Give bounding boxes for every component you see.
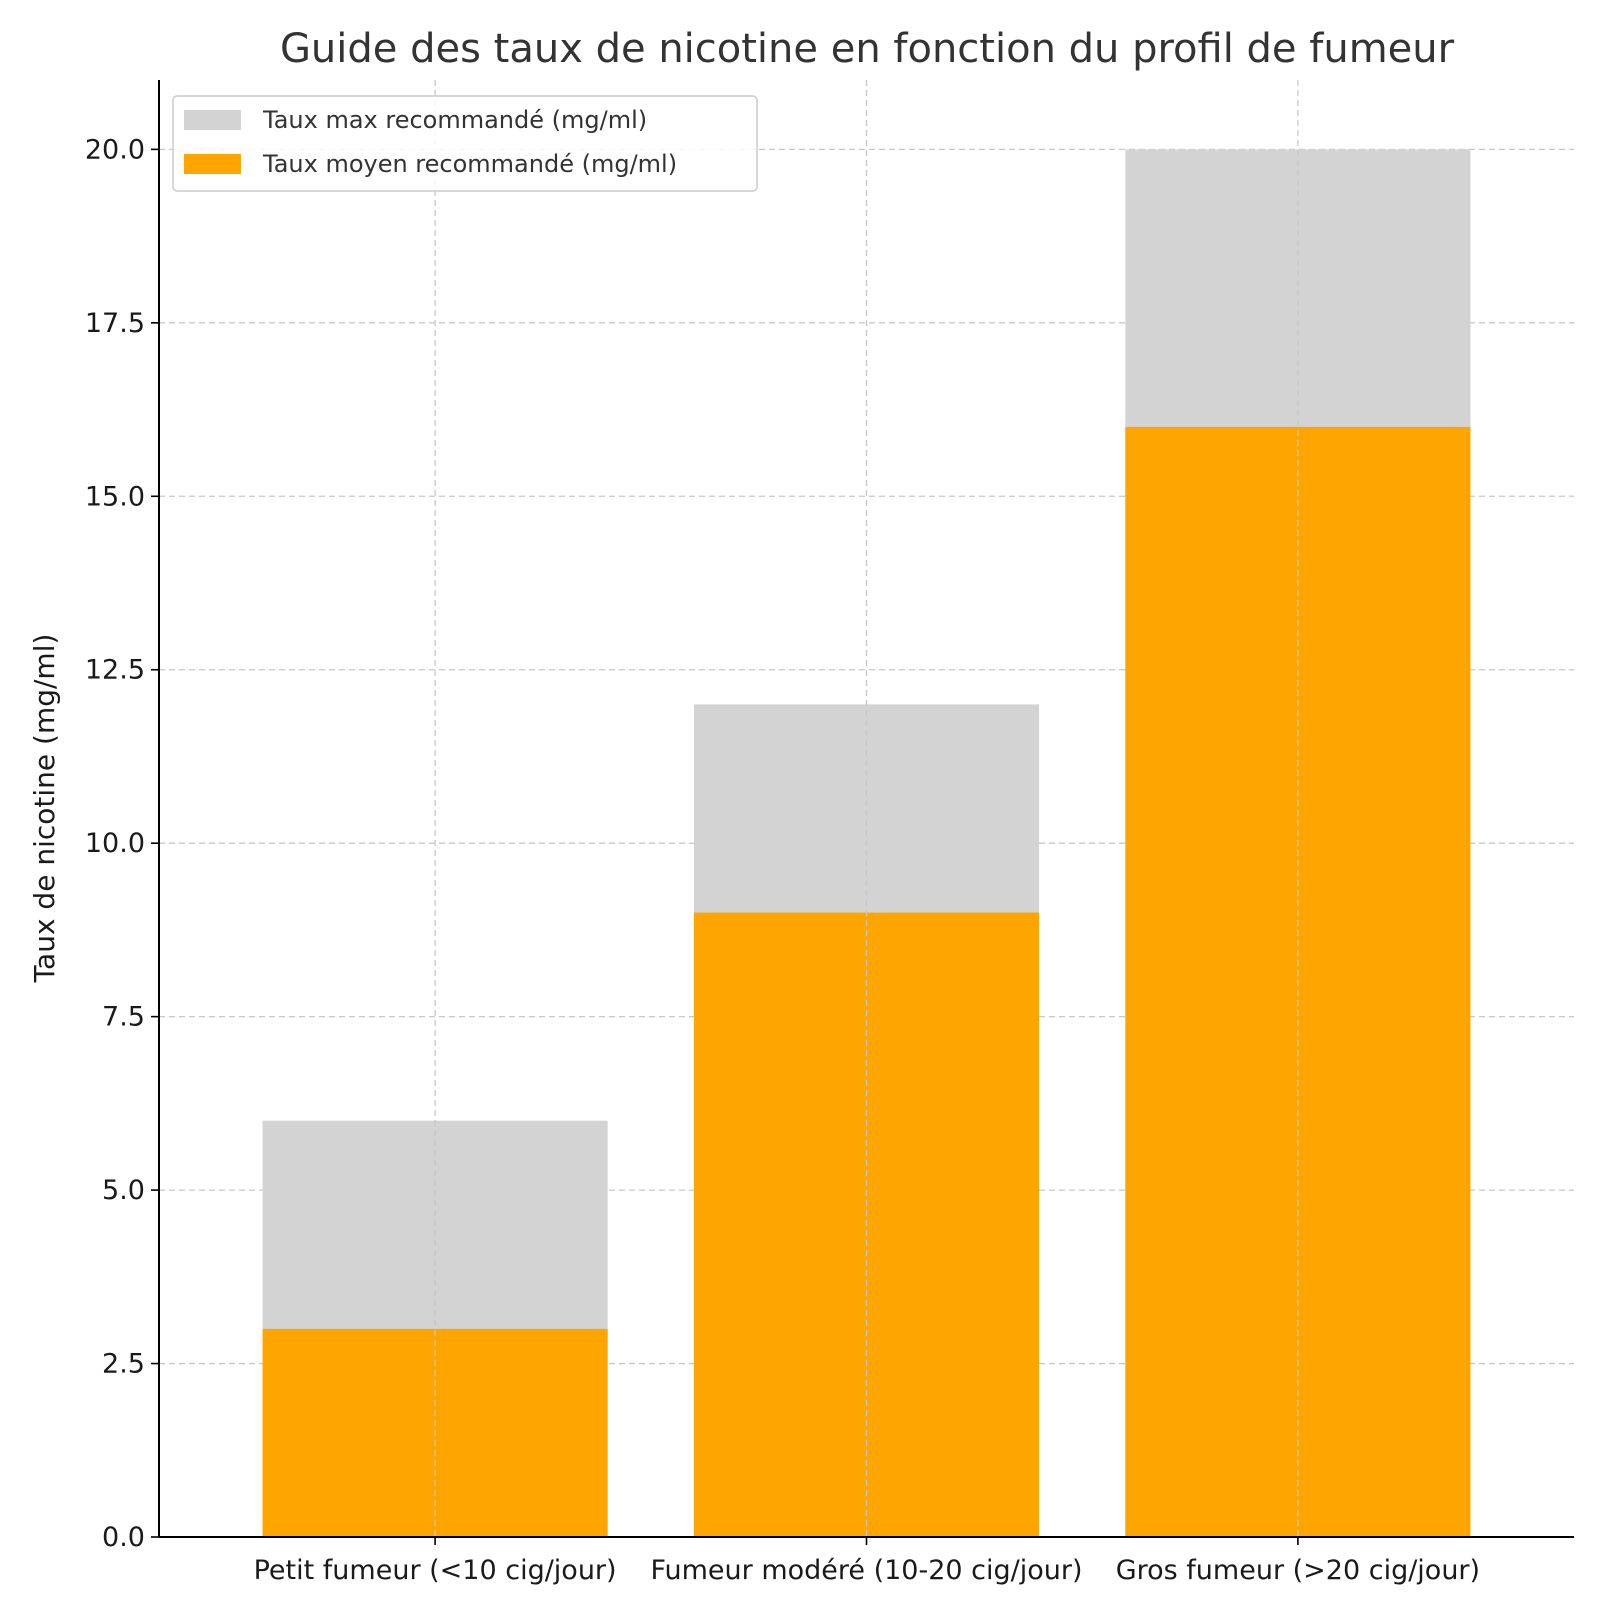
x-tick-label: Gros fumeur (>20 cig/jour) [1116, 1555, 1480, 1586]
y-tick-label: 17.5 [85, 308, 145, 339]
y-tick-label: 7.5 [102, 1002, 145, 1033]
legend: Taux max recommandé (mg/ml) Taux moyen r… [172, 95, 758, 192]
y-tick-label: 15.0 [85, 481, 145, 512]
y-tick-label: 2.5 [102, 1349, 145, 1380]
chart-title: Guide des taux de nicotine en fonction d… [280, 26, 1455, 72]
y-tick-label: 20.0 [85, 134, 145, 165]
x-tick-label: Petit fumeur (<10 cig/jour) [254, 1555, 617, 1586]
legend-frame [172, 95, 758, 192]
x-tick-label: Fumeur modéré (10-20 cig/jour) [650, 1555, 1082, 1586]
legend-label-moyen: Taux moyen recommandé (mg/ml) [262, 150, 677, 178]
y-axis-label: Taux de nicotine (mg/ml) [28, 634, 61, 984]
y-tick-label: 12.5 [85, 655, 145, 686]
ticks-layer: 0.0 2.5 5.0 7.5 10.0 12.5 15.0 17.5 20.0 Petit fu… [85, 134, 1480, 1586]
y-tick-label: 0.0 [102, 1522, 145, 1553]
legend-swatch-moyen [184, 154, 241, 174]
legend-label-max: Taux max recommandé (mg/ml) [262, 106, 647, 134]
y-tick-label: 5.0 [102, 1175, 145, 1206]
y-tick-label: 10.0 [85, 828, 145, 859]
legend-swatch-max [184, 110, 241, 130]
vertical-grid-layer [434, 80, 1299, 1537]
